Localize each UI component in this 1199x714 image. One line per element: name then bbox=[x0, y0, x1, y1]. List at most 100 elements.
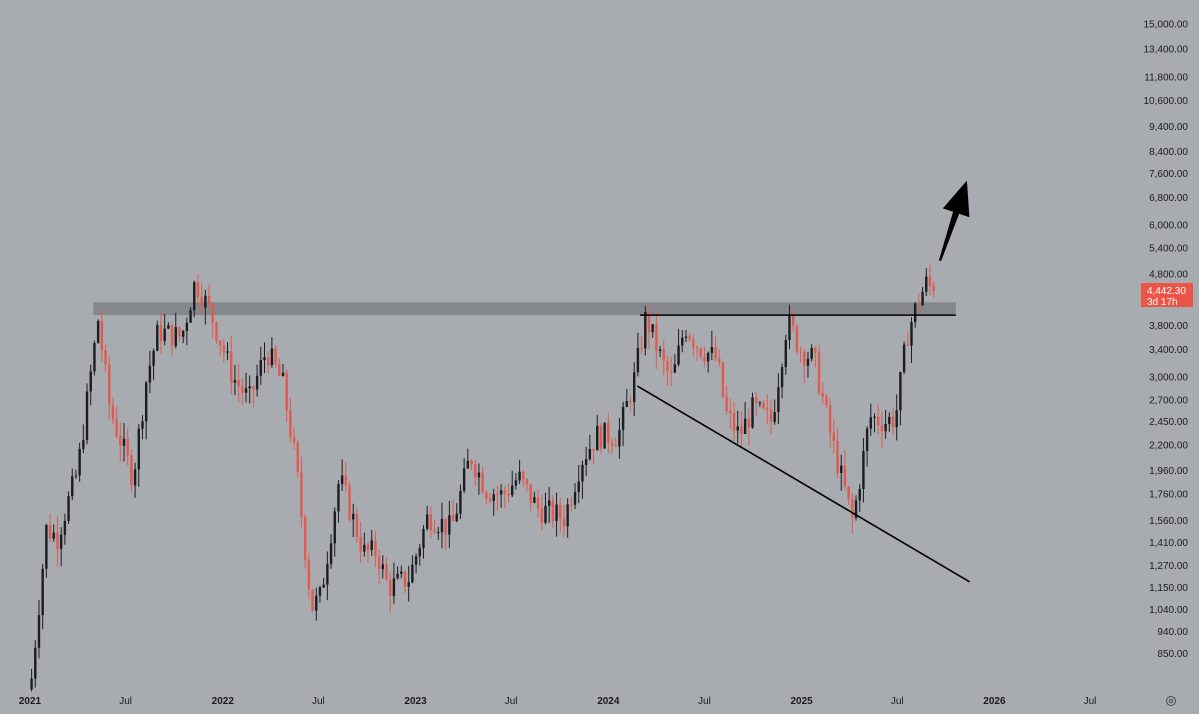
candle bbox=[285, 369, 288, 423]
candle bbox=[392, 562, 396, 605]
settings-gear-icon[interactable] bbox=[1166, 696, 1176, 706]
candle bbox=[928, 264, 932, 296]
candle-body bbox=[695, 347, 699, 349]
candle-body bbox=[63, 520, 67, 535]
candle-body bbox=[48, 525, 52, 539]
candle-body bbox=[932, 285, 935, 292]
candle-body bbox=[551, 500, 555, 521]
candle bbox=[533, 491, 536, 504]
candle-body bbox=[614, 445, 617, 447]
candle bbox=[248, 375, 251, 404]
candle bbox=[791, 308, 795, 332]
candle bbox=[403, 570, 407, 594]
candle bbox=[396, 566, 399, 580]
candle bbox=[189, 307, 192, 323]
candle-body bbox=[514, 480, 518, 486]
candle-body bbox=[93, 342, 96, 372]
candle-body bbox=[706, 352, 710, 362]
candle-body bbox=[255, 375, 259, 390]
candle bbox=[588, 434, 592, 461]
candle bbox=[522, 469, 525, 488]
candle bbox=[525, 477, 529, 492]
candle bbox=[518, 459, 521, 484]
candle bbox=[418, 543, 421, 566]
candle-body bbox=[777, 387, 780, 413]
candle-body bbox=[607, 422, 610, 443]
candle-body bbox=[100, 320, 104, 351]
x-axis-tick-label: Jul bbox=[698, 696, 711, 707]
candle bbox=[658, 345, 662, 358]
candle bbox=[241, 377, 244, 406]
candle bbox=[673, 354, 677, 374]
candle bbox=[451, 499, 455, 522]
candle bbox=[144, 380, 148, 440]
candle-body bbox=[525, 479, 529, 485]
candle-body bbox=[270, 348, 274, 366]
candle-body bbox=[821, 393, 824, 397]
candle bbox=[636, 332, 640, 377]
candle bbox=[769, 400, 773, 435]
candle bbox=[551, 495, 555, 528]
candle bbox=[337, 480, 340, 523]
candle-body bbox=[877, 416, 880, 425]
candle-body bbox=[82, 440, 85, 449]
candle-body bbox=[74, 475, 78, 477]
candle-body bbox=[740, 426, 743, 434]
candle-body bbox=[207, 295, 211, 304]
candle bbox=[278, 358, 281, 377]
candle-body bbox=[318, 587, 322, 596]
y-axis-tick-label: 9,400.00 bbox=[1149, 122, 1188, 133]
candle bbox=[344, 461, 348, 493]
candle-body bbox=[315, 595, 318, 611]
candle-body bbox=[655, 324, 658, 351]
x-axis-tick-label: Jul bbox=[312, 696, 325, 707]
candle bbox=[352, 503, 355, 538]
candle bbox=[847, 485, 850, 505]
candle-body bbox=[851, 498, 854, 518]
candle bbox=[714, 336, 717, 361]
candle bbox=[891, 408, 895, 435]
candle bbox=[806, 351, 810, 378]
candle-body bbox=[400, 571, 403, 574]
candle bbox=[348, 481, 351, 522]
y-axis-tick-label: 10,600.00 bbox=[1144, 96, 1189, 107]
y-axis-tick-label: 1,760.00 bbox=[1149, 490, 1188, 501]
candle bbox=[122, 423, 126, 462]
candle-body bbox=[884, 423, 887, 432]
candle-body bbox=[159, 325, 163, 342]
candle-body bbox=[562, 518, 566, 527]
candle bbox=[766, 394, 769, 425]
candle bbox=[307, 553, 311, 599]
candle bbox=[233, 364, 237, 395]
candle bbox=[710, 330, 714, 361]
y-axis-tick-label: 1,270.00 bbox=[1149, 561, 1188, 572]
y-axis-tick-label: 2,700.00 bbox=[1149, 396, 1188, 407]
candle bbox=[692, 334, 695, 356]
candle bbox=[167, 322, 170, 330]
candle bbox=[41, 563, 44, 630]
candle-body bbox=[488, 498, 492, 501]
candle-body bbox=[592, 449, 595, 451]
candle bbox=[108, 356, 111, 420]
bar-countdown-label: 3d 17h bbox=[1147, 297, 1178, 308]
candle-body bbox=[603, 422, 606, 449]
candle-body bbox=[300, 472, 303, 517]
y-axis-tick-label: 13,400.00 bbox=[1144, 44, 1189, 55]
candle bbox=[618, 417, 621, 459]
candle-body bbox=[307, 560, 311, 590]
candle-body bbox=[200, 297, 203, 308]
candle bbox=[540, 495, 543, 531]
candle-body bbox=[392, 578, 396, 597]
candle-body bbox=[836, 440, 839, 474]
candle-body bbox=[119, 435, 122, 446]
y-axis-tick-label: 11,800.00 bbox=[1144, 72, 1188, 83]
candle-body bbox=[41, 568, 44, 616]
candle bbox=[45, 523, 48, 578]
candle bbox=[477, 463, 481, 495]
candle bbox=[884, 409, 887, 439]
candle-body bbox=[425, 514, 429, 529]
candle-body bbox=[414, 556, 418, 565]
candle bbox=[803, 348, 806, 384]
